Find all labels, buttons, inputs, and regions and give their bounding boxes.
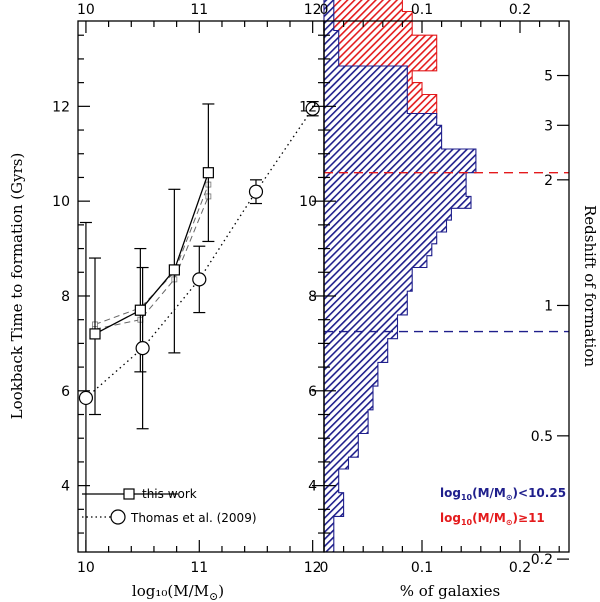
y-tick-label: 12 xyxy=(52,99,70,115)
legend-square-marker xyxy=(123,488,135,500)
variant-series-line xyxy=(94,184,209,325)
y-tick-label-inner: 8 xyxy=(308,289,317,305)
y-tick-label: 10 xyxy=(52,194,70,210)
redshift-tick-label: 0.5 xyxy=(531,429,553,445)
histogram-low-mass xyxy=(323,0,477,553)
redshift-tick-label: 0.2 xyxy=(531,552,553,568)
right-y-axis-label: Redshift of formation xyxy=(581,205,599,367)
legend: this work Thomas et al. (2009) xyxy=(82,487,257,525)
thomas-point xyxy=(192,272,207,287)
legend-circle-marker xyxy=(110,509,126,525)
thomas-series-line xyxy=(85,108,314,399)
redshift-tick-label: 2 xyxy=(544,173,553,189)
this-work-point xyxy=(202,167,214,179)
thomas-point xyxy=(135,341,150,356)
median-lines xyxy=(324,172,569,333)
this-work-point xyxy=(89,328,101,340)
right-x-tick-label: 0 xyxy=(320,560,329,576)
right-panel-frame xyxy=(323,20,570,553)
right-top-tick-label: 0 xyxy=(320,2,329,18)
legend-label-this-work: this work xyxy=(142,487,197,501)
y-tick-label: 6 xyxy=(61,384,70,400)
left-x-tick-label: 11 xyxy=(190,560,208,576)
y-tick-label: 8 xyxy=(61,289,70,305)
left-top-tick-label: 10 xyxy=(77,2,95,18)
this-work-point xyxy=(168,264,180,276)
annotation-high-mass: log10(M/M⊙)≥11 xyxy=(440,511,545,527)
left-x-tick-label: 12 xyxy=(304,560,322,576)
this-work-series-line xyxy=(94,172,209,335)
left-x-tick-label: 10 xyxy=(77,560,95,576)
left-x-axis-label: log₁₀(M/M⊙) xyxy=(132,582,224,602)
right-x-tick-label: 0.2 xyxy=(509,560,531,576)
variant-series-line xyxy=(94,196,209,330)
right-x-tick-label: 0.1 xyxy=(411,560,433,576)
redshift-tick-label: 3 xyxy=(544,118,553,134)
right-top-tick-label: 0.1 xyxy=(411,2,433,18)
histogram-layer xyxy=(323,0,477,553)
y-tick-label: 4 xyxy=(61,479,70,495)
thomas-point xyxy=(305,101,320,116)
y-tick-label-inner: 10 xyxy=(299,194,317,210)
y-tick-label-inner: 4 xyxy=(308,479,317,495)
annotation-low-mass: log10(M/M⊙)<10.25 xyxy=(440,486,566,502)
right-top-tick-label: 0.2 xyxy=(509,2,531,18)
left-top-tick-label: 12 xyxy=(304,2,322,18)
right-x-axis-label: % of galaxies xyxy=(400,582,501,600)
this-work-point xyxy=(134,304,146,316)
y-tick-label-inner: 6 xyxy=(308,384,317,400)
redshift-tick-label: 1 xyxy=(544,298,553,314)
redshift-tick-label: 5 xyxy=(544,69,553,85)
legend-label-thomas: Thomas et al. (2009) xyxy=(130,511,257,525)
left-panel-data xyxy=(78,100,320,552)
thomas-point xyxy=(78,390,94,406)
y-tick-label-inner: 12 xyxy=(299,99,317,115)
left-top-tick-label: 11 xyxy=(190,2,208,18)
thomas-point xyxy=(248,184,264,199)
left-y-axis-label: Lookback Time to formation (Gyrs) xyxy=(8,153,26,420)
left-panel-frame xyxy=(77,20,325,553)
